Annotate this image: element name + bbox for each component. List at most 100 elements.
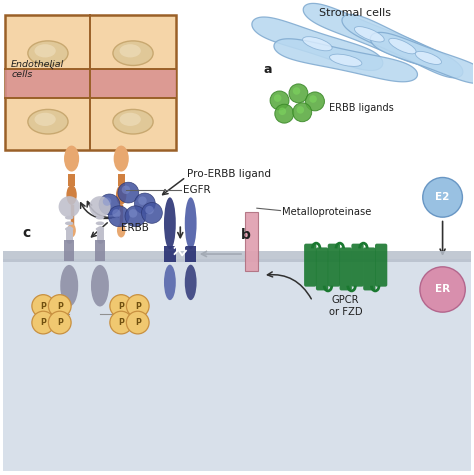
Ellipse shape [89,196,110,218]
Polygon shape [303,3,436,65]
Ellipse shape [119,44,141,57]
FancyBboxPatch shape [304,244,317,286]
Ellipse shape [59,196,80,218]
Text: P: P [40,318,46,327]
Bar [5,15,175,150]
Circle shape [110,311,133,334]
Ellipse shape [119,113,141,126]
Circle shape [146,206,154,214]
Circle shape [127,294,149,317]
Ellipse shape [96,221,104,225]
Text: c: c [23,226,31,240]
Circle shape [138,196,147,205]
FancyBboxPatch shape [351,244,364,286]
Circle shape [48,294,71,317]
Bar [164,246,175,262]
Bar [3,251,471,262]
Ellipse shape [114,145,129,171]
Text: GPCR
or FZD: GPCR or FZD [329,295,363,317]
Ellipse shape [35,113,56,126]
Ellipse shape [91,265,109,306]
Ellipse shape [66,185,77,205]
Ellipse shape [65,227,73,231]
Text: a: a [264,63,272,76]
Circle shape [289,84,308,103]
Bar [185,246,196,262]
Ellipse shape [116,185,127,205]
Ellipse shape [415,51,441,65]
Text: P: P [40,302,46,311]
Circle shape [32,311,55,334]
Ellipse shape [113,109,153,134]
Circle shape [279,107,286,115]
Circle shape [142,202,162,223]
Text: ERBB ligands: ERBB ligands [329,103,394,113]
Text: ER: ER [435,285,450,294]
Circle shape [127,311,149,334]
FancyBboxPatch shape [375,244,387,286]
Polygon shape [370,32,474,84]
Ellipse shape [355,27,384,42]
FancyBboxPatch shape [328,244,340,286]
FancyBboxPatch shape [363,247,375,290]
Circle shape [122,186,130,194]
Circle shape [293,87,301,95]
Ellipse shape [28,41,68,66]
Circle shape [270,91,289,110]
Polygon shape [252,17,383,70]
Ellipse shape [28,109,68,134]
Circle shape [103,197,111,206]
Polygon shape [342,14,463,78]
Text: Metalloproteinase: Metalloproteinase [282,207,371,217]
Circle shape [297,106,304,114]
Ellipse shape [329,54,362,66]
Ellipse shape [185,197,197,249]
Ellipse shape [64,145,79,171]
Polygon shape [274,39,418,82]
Ellipse shape [60,265,78,306]
Circle shape [293,103,312,122]
Circle shape [423,178,463,217]
Circle shape [274,95,282,102]
Bar [64,240,74,261]
Ellipse shape [185,265,197,300]
Text: Pro-ERBB ligand: Pro-ERBB ligand [187,169,272,179]
Ellipse shape [117,223,126,238]
Bar [245,211,258,271]
Ellipse shape [389,38,416,54]
Ellipse shape [113,41,153,66]
Circle shape [110,294,133,317]
Bar [95,240,105,261]
Text: P: P [118,302,124,311]
Ellipse shape [302,37,332,51]
Circle shape [125,206,146,227]
Ellipse shape [164,197,176,249]
Text: E2: E2 [436,192,450,202]
Ellipse shape [164,265,176,300]
Circle shape [135,193,155,214]
Bar [3,259,471,472]
Ellipse shape [65,216,73,219]
Circle shape [275,104,294,123]
FancyBboxPatch shape [339,247,352,290]
Circle shape [32,294,55,317]
Text: Endothelial
cells: Endothelial cells [11,60,64,79]
Circle shape [99,194,120,215]
Circle shape [306,92,324,111]
FancyBboxPatch shape [316,247,328,290]
Circle shape [48,311,71,334]
Ellipse shape [96,216,104,219]
Text: P: P [57,302,63,311]
Text: ERBB: ERBB [121,223,149,233]
Ellipse shape [65,221,73,225]
Circle shape [118,182,139,203]
Circle shape [129,209,137,218]
Circle shape [420,267,465,312]
Text: b: b [241,228,250,242]
Text: P: P [118,318,124,327]
Text: P: P [135,302,141,311]
Text: P: P [57,318,63,327]
Circle shape [310,95,317,103]
Circle shape [109,206,129,227]
Text: Stromal cells: Stromal cells [319,8,391,18]
